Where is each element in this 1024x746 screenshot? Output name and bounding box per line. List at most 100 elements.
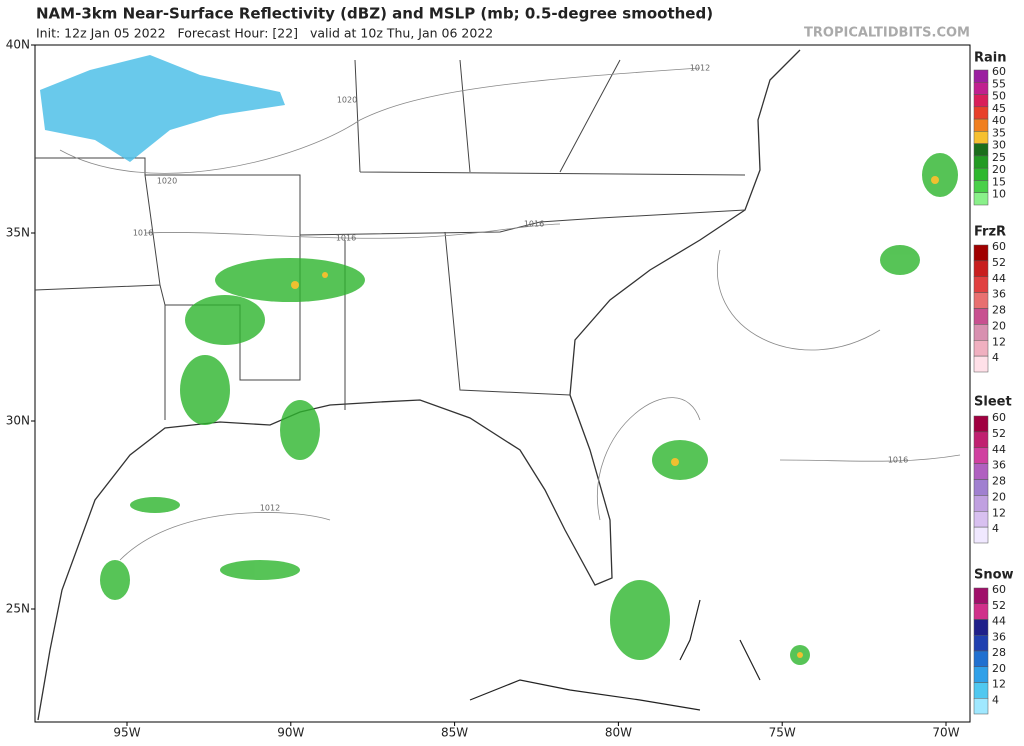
lat-label: 40N	[6, 38, 30, 52]
legend-swatch	[973, 292, 989, 309]
legend-tick: 20	[992, 319, 1006, 332]
snow-area	[40, 55, 285, 162]
legend-swatch	[973, 698, 989, 715]
legend-tick: 44	[992, 272, 1006, 285]
isobar-label: 1020	[337, 96, 357, 105]
legend-title: FrzR	[974, 225, 1006, 240]
lat-label: 35N	[6, 226, 30, 240]
isobar-label: 1012	[690, 64, 710, 73]
legend-tick: 55	[992, 77, 1006, 90]
legend-tick: 4	[992, 693, 999, 706]
legend-tick: 20	[992, 662, 1006, 675]
legend-swatch	[973, 650, 989, 667]
legend-tick: 12	[992, 506, 1006, 519]
legend-tick: 25	[992, 151, 1006, 164]
legend-swatch	[973, 619, 989, 636]
legend-swatch	[973, 308, 989, 325]
legend-swatch	[973, 526, 989, 544]
legend: Rain6055504540353025201510FrzR6052443628…	[973, 51, 1014, 715]
isobars	[59, 67, 961, 561]
heavy-cells	[291, 176, 939, 658]
legend-tick: 20	[992, 490, 1006, 503]
legend-tick: 36	[992, 288, 1006, 301]
legend-swatch	[973, 682, 989, 699]
title: NAM-3km Near-Surface Reflectivity (dBZ) …	[36, 5, 713, 23]
legend-swatch	[973, 447, 989, 464]
lon-label: 90W	[277, 726, 304, 740]
legend-swatch	[973, 276, 989, 293]
legend-tick: 52	[992, 599, 1006, 612]
legend-swatch	[973, 340, 989, 357]
legend-tick: 52	[992, 427, 1006, 440]
isobar-label: 1016	[888, 456, 908, 465]
legend-tick: 40	[992, 114, 1006, 127]
legend-tick: 60	[992, 583, 1006, 596]
isobar-label: 1020	[157, 177, 177, 186]
legend-swatch	[973, 143, 989, 157]
legend-swatch	[973, 192, 989, 206]
isobar-label: 1016	[524, 220, 544, 229]
lon-label: 80W	[605, 726, 632, 740]
legend-swatch	[973, 131, 989, 144]
legend-tick: 36	[992, 459, 1006, 472]
legend-swatch	[973, 511, 989, 528]
legend-tick: 28	[992, 646, 1006, 659]
lon-label: 75W	[769, 726, 796, 740]
legend-tick: 60	[992, 65, 1006, 78]
legend-title: Rain	[974, 51, 1007, 66]
legend-swatch	[973, 603, 989, 620]
legend-title: Sleet	[974, 395, 1012, 410]
lon-label: 95W	[113, 726, 140, 740]
legend-swatch	[973, 106, 989, 120]
legend-tick: 12	[992, 335, 1006, 348]
map-labels: 40N 35N 30N 25N 95W 90W 85W 80W 75W 70W 1012 1020 10…	[6, 38, 960, 740]
legend-tick: 30	[992, 139, 1006, 152]
legend-swatch	[973, 355, 989, 373]
legend-tick: 10	[992, 188, 1006, 201]
legend-tick: 28	[992, 475, 1006, 488]
lat-label: 30N	[6, 414, 30, 428]
legend-swatch	[973, 82, 989, 95]
rain-areas	[100, 153, 958, 665]
lon-label: 85W	[441, 726, 468, 740]
legend-swatch	[973, 118, 989, 132]
legend-swatch	[973, 635, 989, 652]
legend-tick: 28	[992, 304, 1006, 317]
legend-swatch	[973, 167, 989, 181]
legend-tick: 44	[992, 615, 1006, 628]
legend-swatch	[973, 94, 989, 108]
subtitle: Init: 12z Jan 05 2022 Forecast Hour: [22…	[36, 26, 493, 41]
legend-swatch	[973, 463, 989, 480]
legend-tick: 15	[992, 175, 1006, 188]
legend-swatch	[973, 155, 989, 169]
legend-swatch	[973, 479, 989, 496]
legend-swatch	[973, 587, 989, 604]
legend-tick: 44	[992, 443, 1006, 456]
isobar-label: 1016	[336, 234, 356, 243]
isobar-label: 1012	[260, 504, 280, 513]
islands	[469, 599, 761, 711]
legend-tick: 4	[992, 351, 999, 364]
legend-tick: 12	[992, 678, 1006, 691]
legend-swatch	[973, 244, 989, 262]
legend-swatch	[973, 495, 989, 512]
legend-tick: 50	[992, 90, 1006, 103]
legend-tick: 60	[992, 411, 1006, 424]
coastline	[37, 49, 801, 721]
lon-label: 70W	[932, 726, 959, 740]
legend-swatch	[973, 415, 989, 433]
legend-tick: 35	[992, 126, 1006, 139]
legend-title: Snow	[974, 568, 1014, 583]
legend-tick: 60	[992, 240, 1006, 253]
legend-swatch	[973, 260, 989, 277]
legend-swatch	[973, 666, 989, 683]
legend-tick: 4	[992, 522, 999, 535]
lat-label: 25N	[6, 602, 30, 616]
map-frame	[34, 44, 971, 723]
legend-tick: 20	[992, 163, 1006, 176]
watermark: TROPICALTIDBITS.COM	[804, 26, 970, 41]
map	[34, 44, 971, 723]
legend-swatch	[973, 431, 989, 448]
isobar-label: 1016	[133, 229, 153, 238]
